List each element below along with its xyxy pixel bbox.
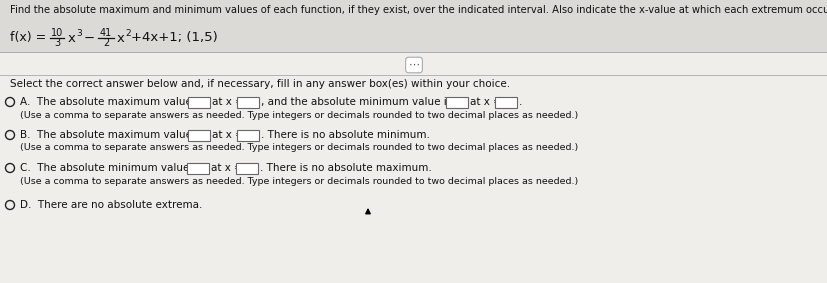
- FancyBboxPatch shape: [446, 97, 467, 108]
- Text: D.  There are no absolute extrema.: D. There are no absolute extrema.: [20, 200, 202, 210]
- Text: f(x) =: f(x) =: [10, 31, 46, 44]
- Text: 2: 2: [103, 38, 109, 48]
- Text: . There is no absolute maximum.: . There is no absolute maximum.: [260, 163, 431, 173]
- Text: (Use a comma to separate answers as needed. Type integers or decimals rounded to: (Use a comma to separate answers as need…: [20, 177, 577, 185]
- Text: C.  The absolute minimum value is: C. The absolute minimum value is: [20, 163, 201, 173]
- Text: −: −: [84, 31, 95, 44]
- FancyBboxPatch shape: [236, 162, 258, 173]
- Text: 2: 2: [125, 29, 131, 38]
- Text: 41: 41: [100, 29, 112, 38]
- Text: at x =: at x =: [470, 97, 501, 107]
- Text: ⋯: ⋯: [408, 60, 419, 70]
- Text: , and the absolute minimum value is: , and the absolute minimum value is: [261, 97, 452, 107]
- Text: x: x: [117, 31, 125, 44]
- FancyBboxPatch shape: [187, 162, 208, 173]
- FancyBboxPatch shape: [188, 130, 210, 140]
- Text: at x =: at x =: [211, 163, 242, 173]
- FancyBboxPatch shape: [0, 0, 827, 52]
- FancyBboxPatch shape: [237, 97, 259, 108]
- Text: at x =: at x =: [212, 97, 244, 107]
- Text: (Use a comma to separate answers as needed. Type integers or decimals rounded to: (Use a comma to separate answers as need…: [20, 110, 577, 119]
- Text: 10: 10: [50, 29, 63, 38]
- Text: 3: 3: [54, 38, 60, 48]
- Text: Select the correct answer below and, if necessary, fill in any answer box(es) wi: Select the correct answer below and, if …: [10, 79, 509, 89]
- Text: +4x+1; (1,5): +4x+1; (1,5): [131, 31, 218, 44]
- Text: .: .: [519, 97, 522, 107]
- Text: 3: 3: [76, 29, 82, 38]
- Text: . There is no absolute minimum.: . There is no absolute minimum.: [261, 130, 429, 140]
- Text: x: x: [68, 31, 76, 44]
- FancyBboxPatch shape: [495, 97, 516, 108]
- FancyBboxPatch shape: [237, 130, 259, 140]
- Text: A.  The absolute maximum value is: A. The absolute maximum value is: [20, 97, 203, 107]
- Text: at x =: at x =: [212, 130, 244, 140]
- Text: B.  The absolute maximum value is: B. The absolute maximum value is: [20, 130, 203, 140]
- Text: (Use a comma to separate answers as needed. Type integers or decimals rounded to: (Use a comma to separate answers as need…: [20, 143, 577, 153]
- FancyBboxPatch shape: [188, 97, 210, 108]
- Text: Find the absolute maximum and minimum values of each function, if they exist, ov: Find the absolute maximum and minimum va…: [10, 5, 827, 15]
